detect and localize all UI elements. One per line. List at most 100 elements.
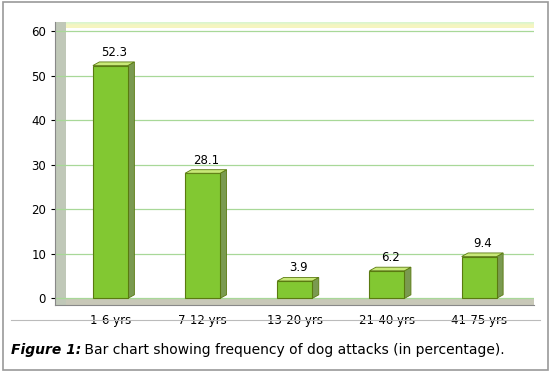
Bar: [55, 23, 534, 25]
Bar: [55, 25, 534, 28]
Bar: [55, 23, 534, 26]
Bar: [277, 281, 312, 298]
Text: 6.2: 6.2: [381, 251, 399, 264]
Bar: [55, 23, 534, 26]
Bar: [55, 24, 534, 27]
Bar: [370, 271, 404, 298]
Bar: [55, 25, 534, 27]
Bar: [462, 257, 496, 298]
Bar: [55, 25, 534, 28]
Bar: [55, 23, 534, 25]
Polygon shape: [93, 62, 134, 65]
Bar: [55, 25, 534, 28]
Text: 52.3: 52.3: [101, 46, 127, 59]
Bar: [55, 24, 534, 27]
Bar: [55, 25, 534, 27]
Bar: [55, 23, 534, 26]
Bar: [55, 24, 534, 26]
Bar: [55, 25, 534, 28]
Bar: [55, 23, 534, 25]
Bar: [55, 24, 534, 26]
Bar: [55, 23, 534, 26]
Bar: [55, 24, 534, 27]
Bar: [55, 25, 534, 27]
Bar: [55, 24, 534, 26]
Bar: [55, 25, 534, 28]
Bar: [55, 23, 534, 26]
Bar: [55, 23, 534, 26]
Bar: [41, 22, 66, 305]
Polygon shape: [496, 253, 503, 298]
Bar: [55, 22, 534, 25]
Bar: [55, 23, 534, 26]
Bar: [55, 24, 534, 27]
Bar: [55, 22, 534, 25]
Bar: [55, 298, 534, 305]
Bar: [55, 25, 534, 27]
Bar: [55, 23, 534, 26]
Bar: [55, 23, 534, 26]
Text: Bar chart showing frequency of dog attacks (in percentage).: Bar chart showing frequency of dog attac…: [80, 343, 505, 357]
Bar: [55, 24, 534, 27]
Bar: [55, 24, 534, 27]
Bar: [55, 23, 534, 25]
Bar: [55, 24, 534, 26]
Polygon shape: [185, 170, 226, 173]
Polygon shape: [128, 62, 134, 298]
Bar: [55, 23, 534, 26]
Bar: [55, 25, 534, 28]
Bar: [55, 25, 534, 28]
Bar: [55, 23, 534, 26]
Bar: [55, 25, 534, 28]
Bar: [55, 25, 534, 28]
Bar: [55, 25, 534, 28]
Bar: [55, 24, 534, 27]
Bar: [55, 24, 534, 27]
Bar: [55, 23, 534, 26]
Bar: [55, 24, 534, 27]
Bar: [55, 23, 534, 26]
Bar: [55, 25, 534, 28]
Bar: [55, 23, 534, 26]
Bar: [55, 24, 534, 27]
Bar: [55, 23, 534, 26]
Bar: [185, 173, 220, 298]
Polygon shape: [404, 267, 411, 298]
Bar: [55, 24, 534, 27]
Bar: [55, 24, 534, 26]
Text: 9.4: 9.4: [473, 237, 491, 250]
Bar: [55, 22, 534, 25]
Bar: [55, 23, 534, 26]
Polygon shape: [220, 170, 226, 298]
Bar: [55, 23, 534, 25]
Bar: [55, 23, 534, 26]
Bar: [55, 23, 534, 26]
Polygon shape: [462, 253, 503, 257]
Bar: [55, 23, 534, 26]
Bar: [55, 25, 534, 27]
Bar: [55, 22, 534, 25]
Bar: [55, 23, 534, 26]
Bar: [55, 24, 534, 27]
Bar: [55, 25, 534, 28]
Bar: [55, 25, 534, 28]
Bar: [55, 24, 534, 26]
Bar: [93, 65, 128, 298]
Bar: [55, 23, 534, 26]
Bar: [55, 23, 534, 26]
Bar: [55, 23, 534, 26]
Bar: [55, 24, 534, 27]
Bar: [55, 23, 534, 26]
Bar: [55, 23, 534, 26]
Bar: [55, 24, 534, 27]
Bar: [55, 24, 534, 27]
Bar: [55, 23, 534, 26]
Polygon shape: [312, 278, 318, 298]
Bar: [55, 23, 534, 25]
Bar: [55, 25, 534, 27]
Bar: [55, 23, 534, 26]
Bar: [55, 23, 534, 26]
Bar: [55, 23, 534, 26]
Text: Figure 1:: Figure 1:: [11, 343, 81, 357]
Bar: [55, 25, 534, 27]
